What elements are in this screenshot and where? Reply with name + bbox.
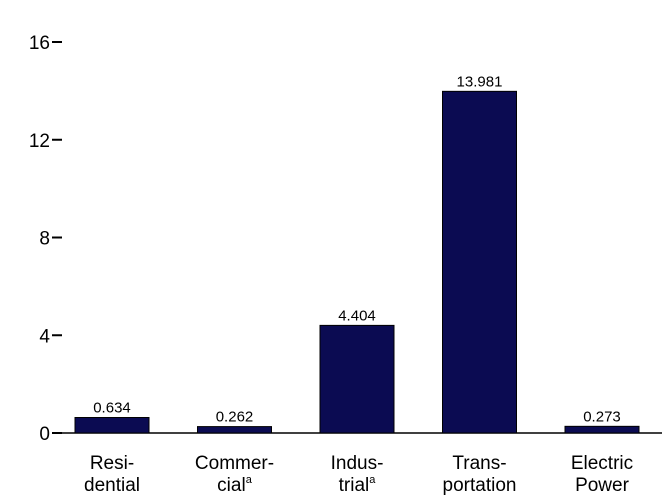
y-axis: 0 4 8 12 16 [29,33,62,445]
category-label: portation [443,475,517,496]
data-label: 0.634 [93,400,131,417]
bar [442,90,517,434]
category-label: dential [84,475,140,496]
bar [74,417,150,434]
category-label: Commer- [195,453,274,474]
bar [564,425,640,434]
category-label: triala [339,474,377,496]
data-label: 0.273 [583,408,621,425]
data-labels: 0.634 0.262 4.404 13.981 0.273 [93,73,621,425]
data-label: 0.262 [216,409,254,426]
category-label: Resi- [90,453,134,474]
y-tick-label: 4 [39,326,50,347]
bars [74,90,640,434]
y-tick-label: 12 [29,131,50,152]
data-label: 4.404 [338,307,376,324]
category-label: Electric [571,453,633,474]
y-tick-label: 8 [39,229,50,250]
data-label: 13.981 [457,73,503,90]
y-tick-label: 16 [29,33,50,54]
y-tick-label: 0 [39,424,50,445]
category-label: Power [575,475,630,496]
category-labels: Resi-dential Commer-ciala Indus-triala Tran… [84,453,633,496]
bar [197,426,272,434]
category-label: ciala [217,474,253,496]
category-label: Trans- [452,453,506,474]
category-label: Indus- [331,453,384,474]
bar [319,324,395,434]
